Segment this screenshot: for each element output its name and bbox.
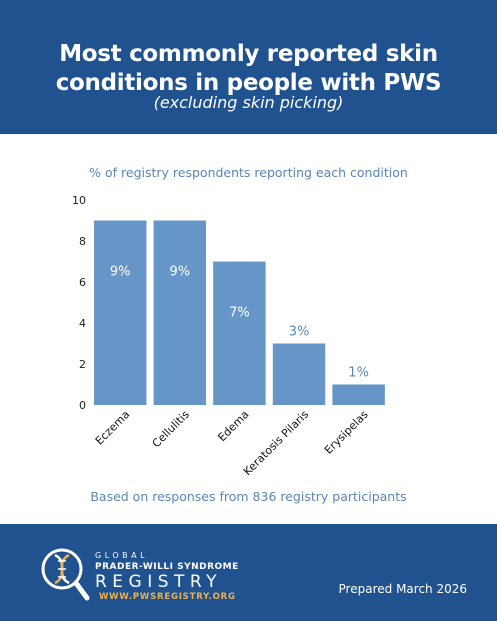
data-label: 9%	[170, 265, 191, 280]
y-tick-label: 8	[79, 235, 86, 248]
page-subtitle: (excluding skin picking)	[153, 93, 344, 112]
x-tick-label: Cellulitis	[150, 408, 192, 450]
x-tick-label: Eczema	[93, 408, 133, 448]
data-label: 7%	[229, 306, 250, 321]
page-title: Most commonly reported skin conditions i…	[0, 40, 497, 98]
data-label: 9%	[110, 265, 131, 280]
bar	[94, 220, 147, 405]
y-tick-label: 4	[79, 317, 86, 330]
y-tick-label: 10	[72, 194, 86, 207]
chart-subtitle: % of registry respondents reporting each…	[89, 165, 408, 180]
y-tick-label: 2	[79, 358, 86, 371]
header-banner: Most commonly reported skin conditions i…	[0, 0, 497, 134]
dna-magnifier-icon	[41, 548, 90, 601]
title-line-2: conditions in people with PWS	[55, 70, 442, 96]
y-tick-label: 0	[79, 399, 86, 412]
data-label: 1%	[348, 366, 369, 381]
y-tick-label: 6	[79, 276, 86, 289]
x-tick-label: Keratosis Pilaris	[241, 408, 311, 478]
bar	[213, 261, 266, 405]
title-line-1: Most commonly reported skin	[59, 41, 438, 67]
x-tick-label: Edema	[215, 408, 251, 444]
data-label: 3%	[289, 325, 310, 340]
footnote: Based on responses from 836 registry par…	[90, 489, 407, 504]
prepared-date: Prepared March 2026	[338, 582, 467, 596]
x-tick-label: Erysipelas	[322, 408, 371, 457]
bar	[153, 220, 207, 405]
logo-global-text: GLOBAL	[95, 551, 149, 560]
bar	[332, 384, 385, 405]
bar-chart: 0 2 4 6 8 10 9% Eczema 9% Cellulitis 7% Edema 3% Kera…	[72, 194, 385, 478]
footer-banner: GLOBAL PRADER-WILLI SYNDROME REGISTRY WW…	[0, 524, 497, 621]
logo-registry-text: REGISTRY	[95, 572, 223, 592]
logo-name-text: PRADER-WILLI SYNDROME	[95, 562, 239, 572]
logo-url-link[interactable]: WWW.PWSREGISTRY.ORG	[99, 592, 236, 602]
bar	[272, 343, 326, 405]
